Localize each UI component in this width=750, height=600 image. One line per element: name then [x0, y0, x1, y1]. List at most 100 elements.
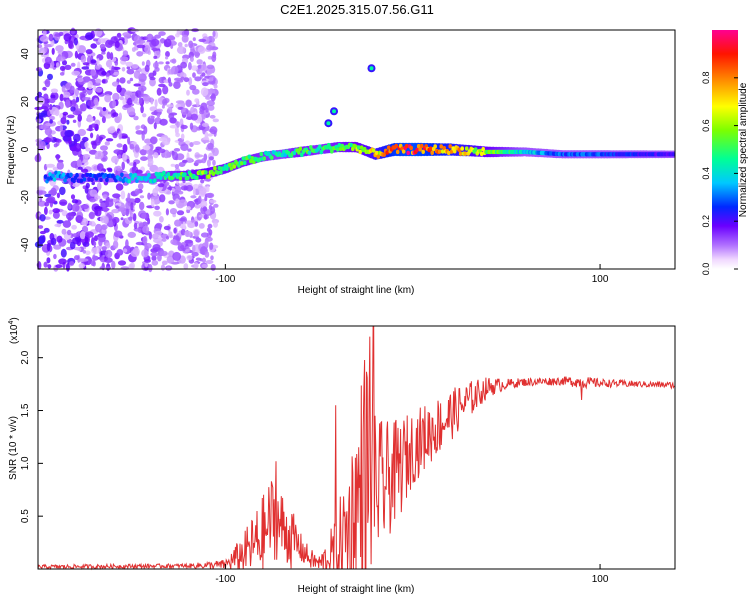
noise-speckle: [126, 66, 131, 70]
noise-speckle: [138, 96, 143, 105]
noise-speckle: [202, 82, 209, 87]
ridge-cell: [207, 174, 211, 179]
noise-speckle: [67, 202, 72, 210]
noise-speckle: [134, 144, 140, 153]
snr-scale-base: (x10: [9, 324, 20, 344]
noise-speckle: [105, 242, 111, 249]
noise-speckle: [59, 199, 68, 207]
noise-speckle: [142, 225, 150, 234]
noise-speckle: [123, 104, 132, 108]
noise-speckle: [157, 254, 162, 262]
noise-speckle: [81, 218, 89, 226]
noise-speckle: [57, 56, 66, 62]
noise-speckle: [108, 198, 114, 202]
noise-speckle: [206, 227, 211, 233]
noise-speckle: [185, 109, 189, 114]
noise-speckle: [44, 193, 52, 198]
noise-speckle: [84, 141, 89, 148]
noise-speckle: [102, 194, 108, 199]
noise-speckle: [210, 93, 216, 102]
noise-speckle: [159, 216, 164, 223]
noise-speckle: [132, 166, 136, 172]
noise-speckle: [42, 86, 47, 91]
noise-speckle: [190, 219, 196, 223]
ridge-cell: [159, 175, 163, 180]
noise-speckle: [121, 135, 128, 139]
ridge-cell: [153, 178, 157, 183]
ridge-cell: [79, 178, 84, 183]
noise-speckle: [53, 143, 58, 148]
noise-speckle: [94, 235, 98, 242]
colorbar-tick-label: 0.8: [701, 72, 711, 85]
noise-speckle: [125, 239, 129, 249]
noise-speckle: [101, 224, 108, 231]
noise-speckle: [193, 229, 199, 237]
noise-speckle: [200, 87, 209, 97]
ridge-cell: [442, 146, 447, 151]
noise-speckle: [50, 187, 57, 196]
noise-speckle: [206, 100, 215, 107]
noise-speckle: [63, 33, 72, 42]
noise-speckle: [156, 87, 162, 96]
noise-speckle: [38, 225, 44, 229]
noise-speckle: [112, 99, 116, 108]
noise-speckle: [55, 45, 64, 52]
noise-speckle: [93, 38, 98, 42]
ridge-cell: [177, 172, 181, 178]
ridge-cell: [283, 152, 288, 158]
noise-speckle: [181, 159, 188, 163]
noise-speckle: [148, 264, 153, 273]
noise-speckle: [205, 185, 210, 193]
ridge-cell: [319, 149, 324, 155]
snr-series-line: [37, 325, 675, 571]
noise-speckle: [144, 138, 152, 144]
noise-speckle: [204, 131, 209, 139]
noise-speckle: [141, 132, 145, 141]
noise-speckle: [82, 136, 89, 142]
ridge-cell: [213, 166, 217, 171]
noise-speckle: [116, 249, 124, 256]
noise-speckle: [126, 68, 135, 75]
noise-speckle: [66, 229, 72, 236]
noise-speckle: [59, 186, 66, 196]
y-tick-label: 1.0: [20, 456, 31, 470]
noise-speckle: [111, 198, 120, 202]
noise-speckle: [143, 125, 148, 135]
noise-speckle: [47, 73, 53, 81]
noise-speckle: [128, 216, 133, 221]
snr-x-ticks: -100 100: [215, 564, 609, 585]
ridge-cell: [69, 172, 73, 177]
noise-speckle: [206, 159, 211, 168]
noise-speckle: [85, 32, 94, 40]
noise-speckle: [157, 61, 164, 65]
ridge-cell: [118, 177, 123, 182]
noise-speckle: [85, 182, 90, 189]
noise-speckle: [165, 208, 169, 216]
noise-speckle: [188, 62, 192, 71]
noise-speckle: [59, 93, 64, 102]
noise-speckle: [99, 43, 106, 50]
noise-speckle: [81, 97, 91, 101]
noise-speckle: [185, 220, 193, 225]
x-tick-label: -100: [215, 574, 235, 585]
y-tick-label: 2.0: [20, 350, 31, 364]
noise-speckle: [161, 238, 167, 242]
noise-speckle: [159, 194, 166, 203]
noise-speckle: [168, 200, 175, 205]
noise-speckle: [122, 152, 127, 161]
noise-speckle: [184, 239, 193, 244]
noise-speckle: [199, 258, 203, 262]
noise-speckle: [122, 248, 128, 253]
noise-speckle: [197, 65, 203, 69]
ridge-cell: [258, 157, 262, 162]
ridge-cell: [157, 172, 162, 177]
noise-speckle: [44, 78, 51, 88]
ridge-cell: [440, 149, 445, 154]
ridge-cell: [166, 172, 171, 177]
noise-speckle: [176, 121, 180, 128]
noise-speckle: [151, 111, 159, 116]
noise-speckle: [117, 260, 127, 266]
ridge-cell: [457, 147, 462, 152]
noise-speckle: [111, 65, 115, 74]
noise-speckle: [127, 192, 131, 202]
